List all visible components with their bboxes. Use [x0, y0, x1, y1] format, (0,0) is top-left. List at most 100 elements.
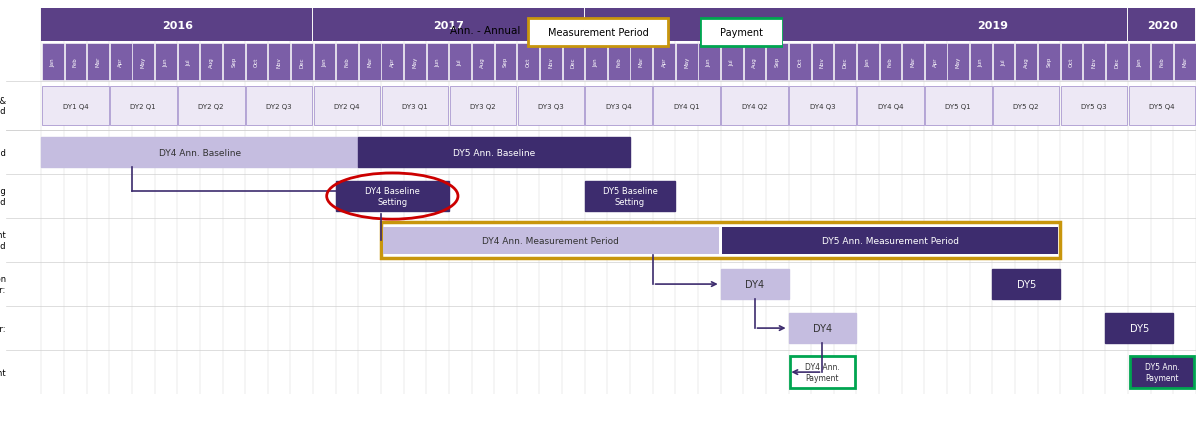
Text: Oct: Oct	[526, 57, 531, 67]
Text: 2016: 2016	[161, 21, 193, 31]
Bar	[858, 87, 923, 126]
Text: Dec: Dec	[570, 57, 576, 67]
Text: DY4 Q3: DY4 Q3	[810, 103, 835, 110]
Text: Oct: Oct	[1069, 57, 1074, 67]
Text: Jun: Jun	[707, 58, 712, 67]
Text: 2020: 2020	[1147, 21, 1177, 31]
Text: Nov: Nov	[548, 57, 554, 67]
Bar	[925, 87, 991, 126]
Bar	[1129, 43, 1151, 81]
Bar	[336, 182, 448, 211]
Text: Sep: Sep	[231, 57, 237, 67]
Bar	[902, 43, 923, 81]
Text: Mar: Mar	[367, 57, 372, 67]
Bar	[721, 43, 743, 81]
Text: DY2 Q3: DY2 Q3	[267, 103, 292, 110]
Text: DY5 Q1: DY5 Q1	[946, 103, 971, 110]
Text: Jan: Jan	[322, 58, 327, 67]
Bar	[495, 43, 517, 81]
Bar	[653, 43, 675, 81]
Bar	[744, 43, 765, 81]
Bar	[653, 87, 720, 126]
Bar	[313, 87, 380, 126]
Text: Apr: Apr	[661, 57, 666, 67]
Text: DY4 Q4: DY4 Q4	[878, 103, 903, 110]
Bar	[42, 9, 312, 42]
Text: Aug: Aug	[481, 57, 486, 67]
Text: DY5 Q3: DY5 Q3	[1081, 103, 1107, 110]
Bar	[701, 19, 782, 47]
Text: Baseline Setting
Period: Baseline Setting Period	[0, 187, 6, 206]
Text: DY2 Q1: DY2 Q1	[130, 103, 157, 110]
Bar	[721, 270, 788, 299]
Text: Feb: Feb	[616, 57, 621, 67]
Bar	[382, 222, 1060, 259]
Bar	[359, 43, 380, 81]
Text: DY4 Q2: DY4 Q2	[742, 103, 768, 110]
Text: Jul: Jul	[730, 59, 734, 65]
Bar	[1152, 43, 1173, 81]
Text: DY4 Ann.
Payment: DY4 Ann. Payment	[805, 363, 840, 382]
Text: Sep: Sep	[775, 57, 780, 67]
Bar	[791, 357, 855, 388]
Bar	[1105, 314, 1173, 343]
Text: Ann. Data Review for:: Ann. Data Review for:	[0, 324, 6, 333]
Text: DY4 Baseline
Setting: DY4 Baseline Setting	[365, 187, 420, 206]
Bar	[472, 43, 494, 81]
Text: Jan: Jan	[865, 58, 871, 67]
Bar	[993, 43, 1014, 81]
Bar	[1106, 43, 1128, 81]
Bar	[42, 138, 359, 167]
Bar	[856, 43, 879, 81]
Bar	[1061, 87, 1128, 126]
Bar	[1128, 9, 1195, 42]
Text: Apr: Apr	[390, 57, 395, 67]
Bar	[313, 9, 584, 42]
Text: DY5: DY5	[1130, 323, 1149, 333]
Text: Ann. Measurement
Period: Ann. Measurement Period	[0, 231, 6, 250]
Text: Aug: Aug	[1024, 57, 1029, 67]
Text: Sep: Sep	[1046, 57, 1051, 67]
Bar	[585, 9, 855, 42]
Bar	[812, 43, 834, 81]
Text: DY5: DY5	[1017, 279, 1036, 290]
Text: 2018: 2018	[706, 21, 736, 31]
Bar	[585, 87, 652, 126]
Text: Jun: Jun	[164, 58, 169, 67]
Text: Dec: Dec	[299, 57, 304, 67]
Bar	[1173, 43, 1196, 81]
Bar	[404, 43, 426, 81]
Bar	[789, 43, 811, 81]
Bar	[947, 43, 969, 81]
Text: Nov: Nov	[276, 57, 281, 67]
Text: Aug: Aug	[209, 57, 214, 67]
Bar	[178, 43, 200, 81]
Bar	[155, 43, 177, 81]
Text: Aug: Aug	[752, 57, 757, 67]
Bar	[585, 43, 606, 81]
Text: DY4 Ann. Baseline: DY4 Ann. Baseline	[159, 148, 240, 157]
Bar	[42, 87, 109, 126]
Text: DY2 Q2: DY2 Q2	[199, 103, 224, 110]
Text: Measurement Period: Measurement Period	[548, 28, 648, 38]
Text: DY5 Baseline
Setting: DY5 Baseline Setting	[603, 187, 658, 206]
Bar	[789, 87, 856, 126]
Text: Dec: Dec	[843, 57, 848, 67]
Bar	[856, 9, 1127, 42]
Bar	[1015, 43, 1037, 81]
Text: DY5 Ann. Baseline: DY5 Ann. Baseline	[453, 148, 536, 157]
Bar	[359, 138, 630, 167]
Bar	[246, 87, 312, 126]
Text: DY3 Q4: DY3 Q4	[606, 103, 631, 110]
Bar	[518, 43, 539, 81]
Text: Jul: Jul	[187, 59, 191, 65]
Text: Sep: Sep	[504, 57, 508, 67]
Text: Mar: Mar	[1182, 57, 1188, 67]
Text: 2017: 2017	[433, 21, 464, 31]
Text: Apr: Apr	[118, 57, 123, 67]
Text: Jun: Jun	[978, 58, 983, 67]
Bar	[291, 43, 312, 81]
Bar	[698, 43, 720, 81]
Text: DY3 Q2: DY3 Q2	[470, 103, 495, 110]
Bar	[527, 19, 669, 47]
